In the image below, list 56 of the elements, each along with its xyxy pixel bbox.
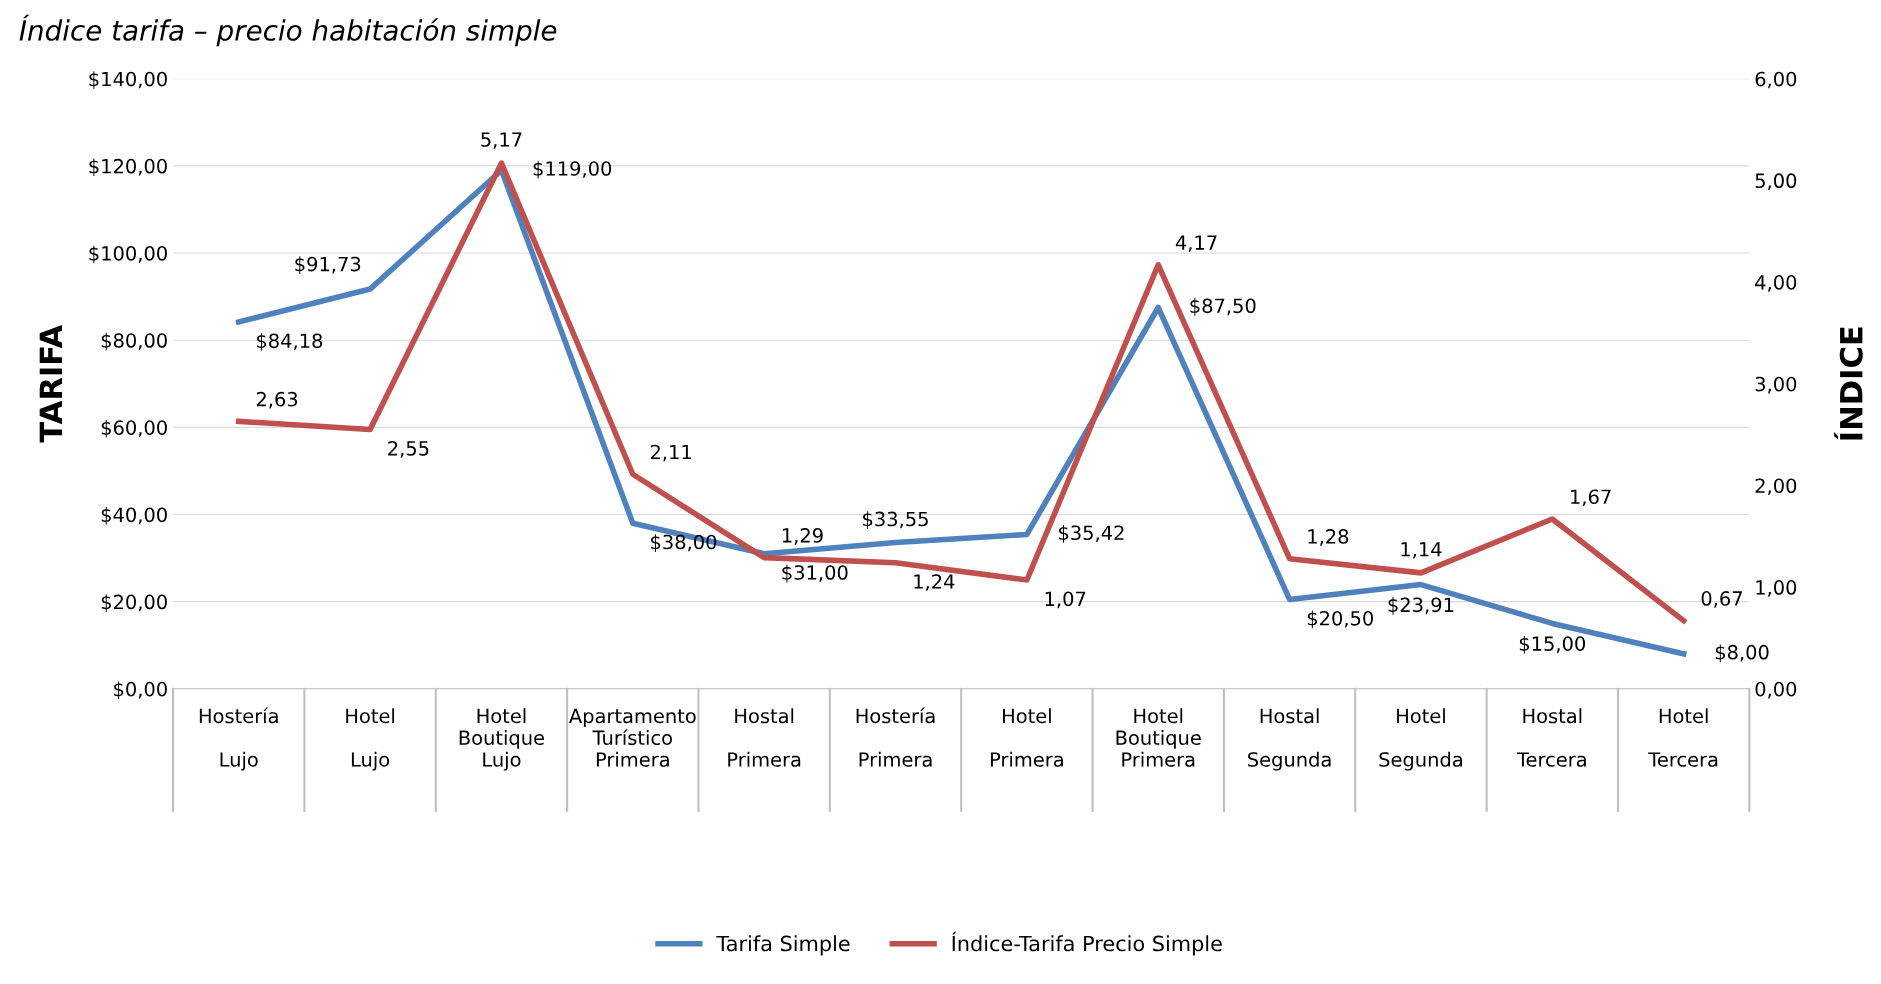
category-label: Hotel Tercera	[1648, 708, 1718, 767]
data-label: $87,50	[1190, 298, 1256, 316]
y-tick-label: $40,00	[101, 507, 167, 525]
data-label: $91,73	[295, 256, 361, 274]
data-label: 4,17	[1175, 235, 1217, 252]
y-tick-label: $60,00	[101, 419, 167, 438]
x-tick-label: Hotel Boutique Primera	[1116, 708, 1201, 767]
data-label: 1,24	[914, 574, 955, 591]
category-label: Hotel Segunda	[1379, 708, 1462, 771]
y2-axis-title: ÍNDICE	[1834, 327, 1863, 440]
category-label: Hostería Lujo	[199, 707, 278, 771]
x-tick-label: Apartamento Turístico Primera	[569, 708, 696, 767]
category-label: Hotel Lujo	[346, 708, 395, 771]
legend-label: Tarifa Simple	[716, 935, 850, 956]
data-label: $15,00	[1519, 635, 1586, 654]
y-tick-label: $120,00	[89, 158, 167, 177]
data-label: 0,67	[1701, 591, 1742, 608]
data-label: 2,11	[650, 444, 691, 462]
data-label: $119,00	[533, 160, 612, 179]
category-label: Hostal Tercera	[1516, 708, 1586, 767]
y2-tick-label: 4,00	[1755, 275, 1797, 292]
category-label: Hostal Segunda	[1248, 708, 1331, 771]
category-label: Hostería Primera	[856, 707, 935, 767]
y2-tick-label: 0,00	[1755, 681, 1797, 699]
y2-tick-label: 3,00	[1755, 376, 1797, 394]
data-label: 1,14	[1401, 542, 1442, 559]
category-label: Hostal Primera	[728, 708, 801, 767]
data-label: 1,29	[782, 528, 823, 545]
y-tick-label: $140,00	[89, 71, 167, 89]
data-label: 1,07	[1045, 591, 1086, 609]
data-label: $23,91	[1388, 597, 1454, 615]
data-label: 1,28	[1308, 529, 1349, 546]
data-label: $20,50	[1307, 610, 1373, 629]
chart-title: Índice tarifa – precio habitación simple	[19, 14, 557, 47]
y-tick-label: $100,00	[89, 245, 167, 264]
x-tick-label: Hotel Boutique Lujo	[459, 708, 545, 771]
y2-tick-label: 2,00	[1755, 478, 1797, 496]
y2-tick-label: 1,00	[1756, 580, 1797, 597]
data-label: $38,00	[651, 534, 717, 552]
data-label: $35,42	[1059, 525, 1124, 543]
data-label: $84,18	[257, 333, 323, 351]
data-label: 1,67	[1571, 489, 1611, 507]
data-label: $31,00	[782, 564, 848, 583]
data-label: $8,00	[1715, 644, 1769, 663]
y-axis-title: TARIFA	[39, 324, 62, 443]
data-label: 5,17	[481, 132, 522, 149]
data-label: 2,55	[388, 440, 429, 458]
data-label: $33,55	[863, 511, 928, 529]
legend-label: Índice-Tarifa Precio Simple	[952, 931, 1222, 956]
y2-tick-label: 6,00	[1755, 71, 1797, 89]
y-tick-label: $20,00	[101, 594, 167, 612]
category-label: Hotel Primera	[990, 708, 1063, 767]
data-label: 2,63	[256, 391, 298, 409]
y-tick-label: $80,00	[101, 332, 167, 351]
y-tick-label: $0,00	[114, 681, 167, 700]
y2-tick-label: 5,00	[1755, 173, 1797, 191]
